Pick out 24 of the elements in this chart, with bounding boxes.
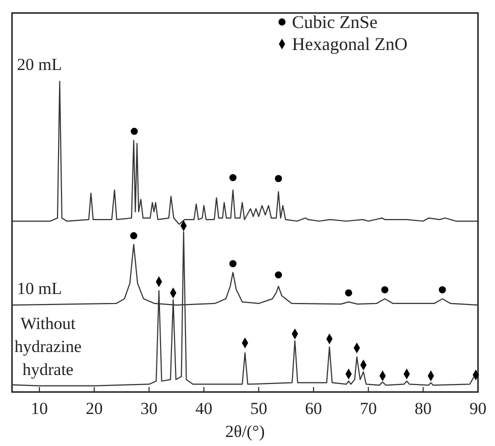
x-tick-label: 90: [470, 399, 486, 418]
point: [229, 260, 237, 268]
x-tick-label: 80: [414, 399, 432, 418]
x-tick-label: 20: [86, 399, 103, 418]
point: [130, 232, 138, 240]
x-tick-label: 10: [30, 399, 48, 418]
point: [274, 271, 282, 278]
point: [381, 286, 388, 294]
point: [345, 289, 352, 296]
x-tick-label: 50: [250, 399, 268, 418]
series-label: 10 mL: [17, 279, 62, 298]
point: [130, 128, 138, 135]
point: [229, 174, 237, 182]
point: [438, 286, 446, 294]
series-label: Without hydrazine hydrate: [14, 314, 82, 379]
legend-label: Hexagonal ZnO: [292, 34, 408, 54]
x-tick-label: 40: [195, 399, 212, 418]
x-tick-label: 60: [305, 399, 322, 418]
legend-label: Cubic ZnSe: [292, 12, 378, 32]
x-axis-title: 2θ/(°): [225, 422, 265, 441]
series-label: 20 mL: [17, 55, 62, 74]
point: [274, 175, 282, 182]
x-tick-label: 70: [360, 399, 377, 418]
x-tick-label: 30: [140, 399, 158, 418]
